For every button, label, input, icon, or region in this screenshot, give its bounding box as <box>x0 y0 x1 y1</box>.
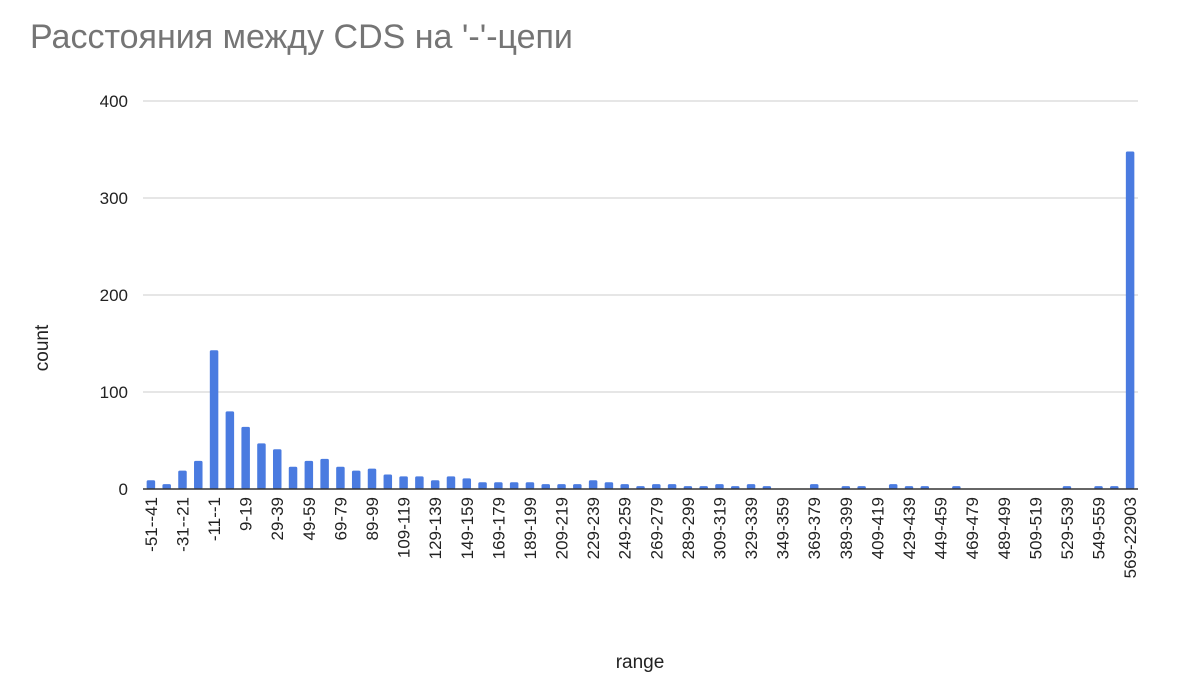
bar <box>494 482 503 489</box>
bar <box>399 476 408 489</box>
bar <box>146 480 156 489</box>
y-tick-label: 400 <box>100 92 128 111</box>
x-tick-label: 49-59 <box>300 497 319 540</box>
bar <box>462 478 472 489</box>
bar <box>588 480 598 489</box>
x-tick-label: 409-419 <box>868 497 887 559</box>
x-tick-label: 189-199 <box>521 497 540 559</box>
bar <box>888 484 898 489</box>
x-tick-label: 369-379 <box>805 497 824 559</box>
bar <box>715 484 724 489</box>
bar <box>320 458 329 489</box>
bar <box>573 484 582 489</box>
x-tick-label: 289-299 <box>679 497 698 559</box>
x-tick-label: 469-479 <box>963 497 982 559</box>
gridlines <box>143 100 1138 393</box>
bar <box>304 460 314 489</box>
y-axis-label: count <box>32 324 53 371</box>
bars <box>146 151 1135 489</box>
x-tick-label: 29-39 <box>268 497 287 540</box>
x-tick-label: 389-399 <box>837 497 856 559</box>
x-tick-label: 169-179 <box>489 497 508 559</box>
bar <box>194 460 203 489</box>
bar <box>541 484 550 489</box>
x-tick-label: 349-359 <box>774 497 793 559</box>
bar <box>225 411 235 489</box>
x-axis-ticks: -51--41 -31--21 -11--1 9-19 29-39 49-59 69-79 8… <box>142 497 1140 578</box>
bar <box>1125 151 1135 489</box>
x-tick-label: 229-239 <box>584 497 603 559</box>
bar <box>620 484 629 489</box>
bar <box>509 482 519 489</box>
x-tick-label: 69-79 <box>331 497 350 540</box>
bar <box>367 468 377 489</box>
y-tick-label: 300 <box>100 189 128 208</box>
x-tick-label: 429-439 <box>900 497 919 559</box>
bar <box>604 482 614 489</box>
bar <box>241 426 250 489</box>
y-tick-label: 200 <box>100 286 128 305</box>
x-tick-label: 249-259 <box>616 497 635 559</box>
bar <box>415 476 424 489</box>
x-tick-label: 149-159 <box>458 497 477 559</box>
bar <box>557 484 566 489</box>
x-tick-label: 529-539 <box>1058 497 1077 559</box>
x-tick-label: 9-19 <box>237 497 256 531</box>
bar <box>525 482 535 489</box>
bar <box>272 449 282 489</box>
bar <box>178 470 187 489</box>
x-tick-label: 549-559 <box>1090 497 1109 559</box>
bar <box>652 484 661 489</box>
chart-title: Расстояния между CDS на '-'-цепи <box>30 18 573 56</box>
bar <box>446 476 456 489</box>
y-tick-label: 0 <box>119 480 128 499</box>
x-tick-label: 509-519 <box>1026 497 1045 559</box>
x-tick-label: 329-339 <box>742 497 761 559</box>
x-tick-label: 489-499 <box>995 497 1014 559</box>
bar <box>478 482 487 489</box>
bar <box>336 466 345 489</box>
x-tick-label: 449-459 <box>932 497 951 559</box>
x-tick-label: -31--21 <box>173 497 192 552</box>
bar <box>162 484 171 489</box>
bar <box>746 484 756 489</box>
x-tick-label: 309-319 <box>710 497 729 559</box>
y-axis-ticks: 0 100 200 300 400 <box>100 92 128 499</box>
x-tick-label: 109-119 <box>395 497 414 558</box>
x-tick-label: 569-22903 <box>1121 497 1140 578</box>
x-axis-label: range <box>616 652 665 673</box>
x-tick-label: 269-279 <box>647 497 666 559</box>
bar <box>209 350 219 489</box>
bar <box>383 474 393 489</box>
y-tick-label: 100 <box>100 383 128 402</box>
bar <box>667 484 677 489</box>
x-tick-label: 209-219 <box>553 497 572 559</box>
x-tick-label: -51--41 <box>142 497 161 552</box>
x-tick-label: 89-99 <box>363 497 382 540</box>
bar <box>351 470 361 489</box>
x-tick-label: -11--1 <box>205 497 224 541</box>
bar <box>430 480 440 489</box>
bar <box>809 484 819 489</box>
x-tick-label: 129-139 <box>426 497 445 559</box>
bar <box>257 443 266 489</box>
bar <box>288 466 298 489</box>
